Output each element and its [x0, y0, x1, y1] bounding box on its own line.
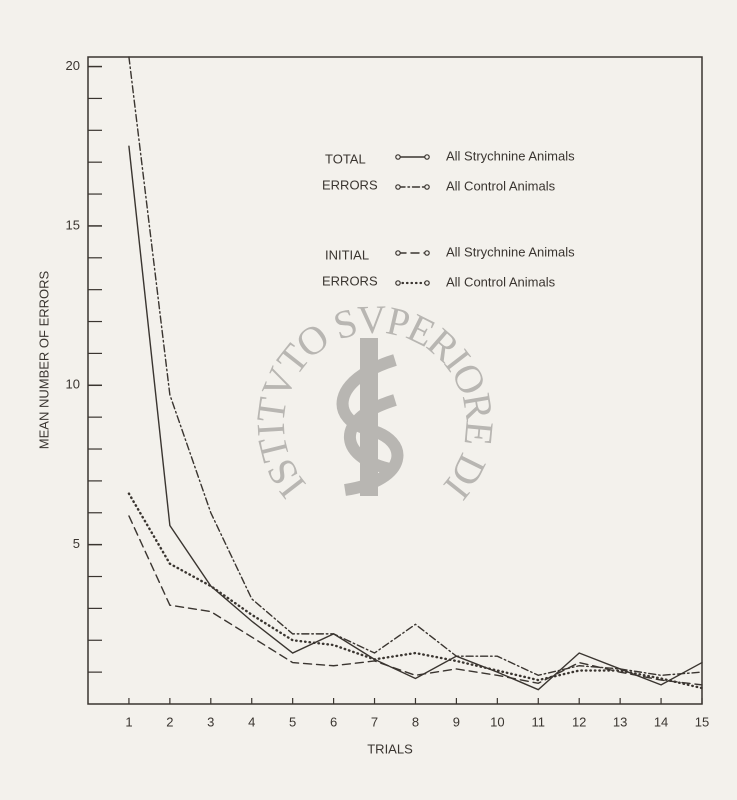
- series-line: [127, 492, 704, 690]
- legend-marker: [424, 184, 430, 190]
- legend-marker: [395, 184, 401, 190]
- legend-marker: [424, 250, 430, 256]
- series-line: [128, 145, 703, 691]
- x-tick-label: 3: [207, 714, 214, 729]
- x-tick-label: 11: [532, 714, 546, 729]
- legend-marker: [424, 280, 430, 286]
- legend-group-title: INITIAL: [325, 247, 369, 262]
- x-tick-label: 10: [490, 714, 504, 729]
- series-line: [128, 515, 703, 686]
- plot-frame: [87, 56, 703, 705]
- x-tick-label: 7: [371, 714, 378, 729]
- legend-label: All Strychnine Animals: [446, 244, 575, 259]
- legend-marker: [395, 280, 401, 286]
- x-tick-label: 1: [125, 714, 132, 729]
- legend-label: All Control Animals: [446, 178, 556, 193]
- x-tick-label: 2: [166, 714, 173, 729]
- x-axis-label: TRIALS: [367, 741, 413, 756]
- legend-marker: [395, 154, 401, 160]
- y-tick-label: 5: [73, 536, 80, 551]
- y-tick-label: 10: [66, 377, 80, 392]
- x-tick-label: 14: [654, 714, 668, 729]
- x-tick-label: 15: [695, 714, 709, 729]
- legend-group-title: ERRORS: [322, 273, 378, 288]
- x-tick-label: 6: [330, 714, 337, 729]
- x-tick-label: 13: [613, 714, 627, 729]
- x-tick-label: 4: [248, 714, 255, 729]
- x-tick-label: 8: [412, 714, 419, 729]
- x-tick-label: 5: [289, 714, 296, 729]
- y-tick-label: 15: [66, 217, 80, 232]
- watermark-emblem: [336, 354, 404, 496]
- x-tick-label: 9: [453, 714, 460, 729]
- y-axis-label: MEAN NUMBER OF ERRORS: [36, 270, 51, 449]
- legend-marker: [395, 250, 401, 256]
- series-line: [128, 56, 703, 677]
- legend-label: All Control Animals: [446, 274, 556, 289]
- legend-marker: [424, 154, 430, 160]
- legend-group-title: ERRORS: [322, 177, 378, 192]
- legend-label: All Strychnine Animals: [446, 148, 575, 163]
- legend-group-title: TOTAL: [325, 151, 366, 166]
- y-tick-label: 20: [66, 58, 80, 73]
- x-tick-label: 12: [572, 714, 586, 729]
